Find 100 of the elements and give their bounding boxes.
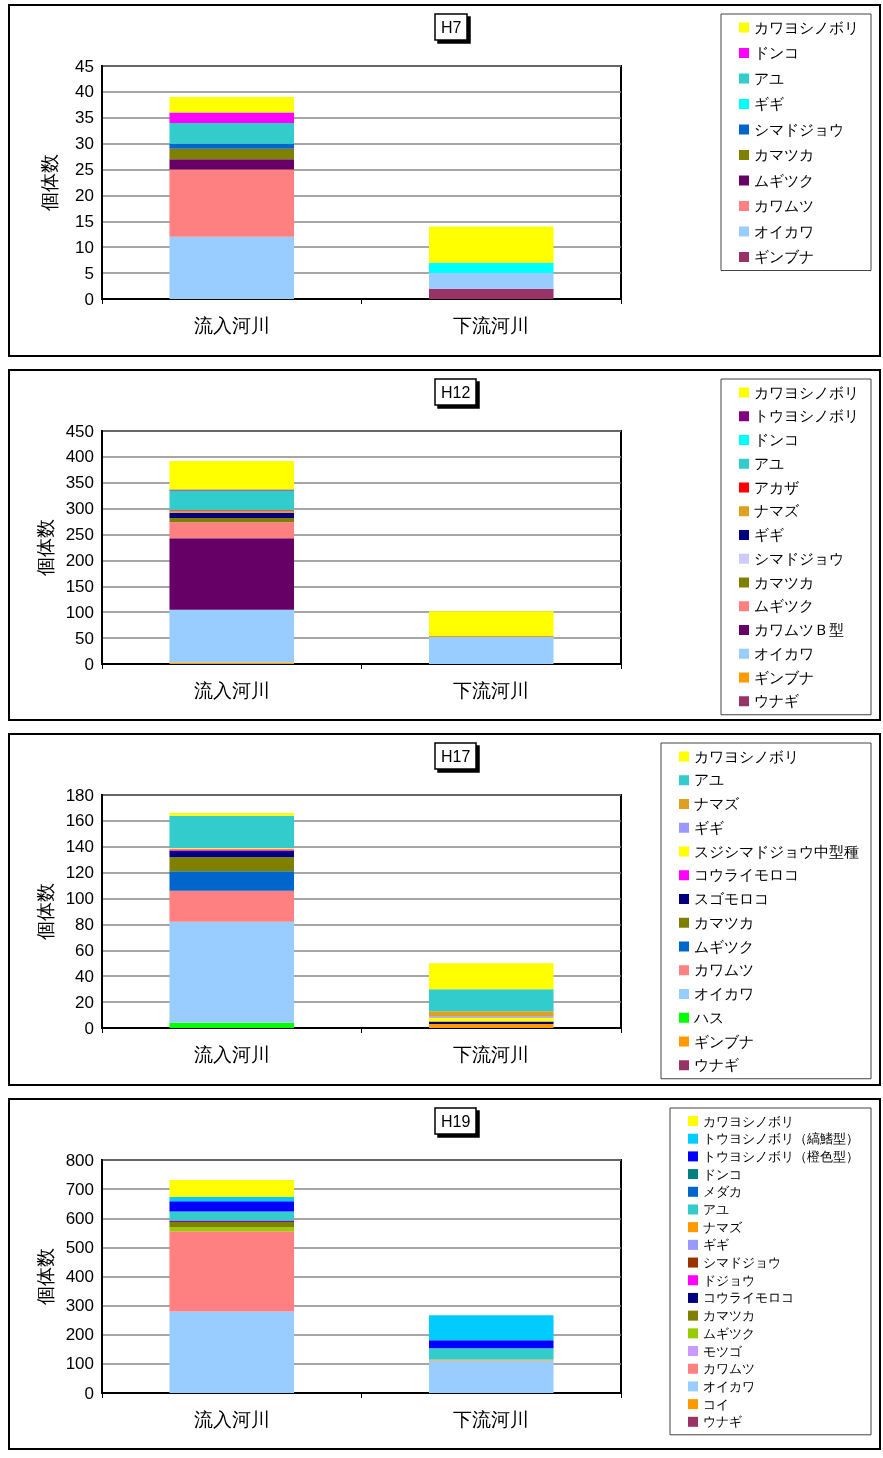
chart-title: H19 xyxy=(441,1112,471,1129)
legend-label: ギギ xyxy=(754,95,784,113)
legend-label: ギンブナ xyxy=(694,1032,754,1051)
y-tick-label: 5 xyxy=(84,263,94,283)
legend-label: コイ xyxy=(703,1396,729,1412)
legend-label: モツゴ xyxy=(703,1343,743,1359)
legend-label: カワヨシノボリ xyxy=(754,18,859,37)
legend-label: ドンコ xyxy=(703,1166,742,1182)
x-tick-label: 流入河川 xyxy=(193,1042,270,1065)
y-tick-label: 80 xyxy=(75,914,94,934)
legend-label: ギンブナ xyxy=(754,248,814,266)
legend-label: カワヨシノボリ xyxy=(703,1113,794,1128)
legend-label: アユ xyxy=(703,1201,729,1217)
y-tick-label: 100 xyxy=(65,1353,94,1373)
y-tick-label: 100 xyxy=(65,602,94,622)
legend-label: ウナギ xyxy=(694,1056,739,1075)
legend-label: ドンコ xyxy=(754,430,799,449)
legend-label: シマドジョウ xyxy=(703,1254,781,1270)
legend-label: アカザ xyxy=(754,478,799,496)
legend-label: ナマズ xyxy=(694,795,740,813)
chart-title: H17 xyxy=(441,747,471,765)
legend-label: カワムツＢ型 xyxy=(754,620,844,639)
y-tick-label: 40 xyxy=(75,966,94,986)
legend-label: アユ xyxy=(754,69,784,88)
legend-label: メダカ xyxy=(703,1183,742,1199)
legend-label: ムギツク xyxy=(754,171,814,190)
y-tick-label: 450 xyxy=(65,421,94,440)
legend-label: オイカワ xyxy=(754,222,814,241)
y-tick-label: 20 xyxy=(75,992,94,1012)
y-tick-label: 150 xyxy=(65,576,94,596)
y-tick-label: 60 xyxy=(75,940,94,960)
legend-label: スゴモロコ xyxy=(694,890,769,908)
y-tick-label: 120 xyxy=(65,863,94,883)
legend-label: トウヨシノボリ xyxy=(754,406,859,425)
y-tick-label: 0 xyxy=(84,1018,94,1038)
x-tick-label: 下流河川 xyxy=(453,678,530,700)
legend-label: カワムツ xyxy=(703,1360,755,1376)
legend-label: オイカワ xyxy=(754,644,814,663)
legend-label: ムギツク xyxy=(754,596,814,615)
legend-label: シマドジョウ xyxy=(754,120,844,139)
y-tick-label: 0 xyxy=(84,1383,94,1402)
y-tick-label: 180 xyxy=(65,785,94,805)
legend-label: ウナギ xyxy=(754,691,799,710)
y-tick-label: 700 xyxy=(65,1179,94,1199)
legend-label: ナマズ xyxy=(703,1219,743,1235)
y-tick-label: 300 xyxy=(65,1295,94,1315)
y-tick-label: 45 xyxy=(75,56,94,76)
legend-label: ムギツク xyxy=(703,1325,755,1341)
y-tick-label: 200 xyxy=(65,1324,94,1344)
legend-label: ギンブナ xyxy=(754,668,814,686)
legend-label: オイカワ xyxy=(703,1378,755,1394)
legend-label: トウヨシノボリ（縞鰭型） xyxy=(703,1130,859,1146)
legend-label: シマドジョウ xyxy=(754,549,844,568)
y-tick-label: 350 xyxy=(65,472,94,492)
y-tick-label: 0 xyxy=(84,654,94,673)
y-tick-label: 250 xyxy=(65,524,94,544)
legend-label: カマツカ xyxy=(694,913,754,932)
y-axis-title: 個体数 xyxy=(34,1247,57,1305)
y-tick-label: 300 xyxy=(65,498,94,518)
legend-label: アユ xyxy=(694,771,724,790)
y-tick-label: 160 xyxy=(65,811,94,831)
legend-label: カワヨシノボリ xyxy=(694,747,799,766)
y-tick-label: 20 xyxy=(75,185,94,205)
legend-label: コウライモロコ xyxy=(694,866,799,885)
legend-label: カワムツ xyxy=(694,961,754,980)
legend-label: コウライモロコ xyxy=(703,1289,794,1305)
x-tick-label: 下流河川 xyxy=(453,313,530,336)
legend-label: ドンコ xyxy=(754,44,799,62)
legend-label: ナマズ xyxy=(754,501,800,520)
legend-label: ムギツク xyxy=(694,937,754,956)
y-tick-label: 140 xyxy=(65,837,94,857)
legend-label: ウナギ xyxy=(703,1413,742,1429)
x-tick-label: 下流河川 xyxy=(453,1407,530,1429)
legend-label: オイカワ xyxy=(694,985,754,1003)
chart-title: H12 xyxy=(441,383,471,400)
y-tick-label: 15 xyxy=(75,211,94,231)
legend-label: ギギ xyxy=(703,1236,729,1252)
legend-label: ギギ xyxy=(694,818,724,837)
y-tick-label: 0 xyxy=(84,289,94,309)
legend-label: ギギ xyxy=(754,525,784,544)
legend-label: スジシマドジョウ中型種 xyxy=(694,842,859,861)
legend-label: カワムツ xyxy=(754,197,814,215)
y-tick-label: 35 xyxy=(75,108,94,128)
legend-label: トウヨシノボリ（橙色型） xyxy=(703,1148,859,1164)
chart-title: H7 xyxy=(441,18,462,36)
y-tick-label: 50 xyxy=(75,628,94,648)
y-tick-label: 200 xyxy=(65,550,94,570)
y-axis-title: 個体数 xyxy=(34,883,57,940)
legend-label: カマツカ xyxy=(754,573,814,591)
y-tick-label: 800 xyxy=(65,1150,94,1169)
y-tick-label: 500 xyxy=(65,1237,94,1257)
legend-label: アユ xyxy=(754,454,784,473)
y-tick-label: 600 xyxy=(65,1208,94,1228)
legend-label: カワヨシノボリ xyxy=(754,383,859,401)
legend-label: カマツカ xyxy=(703,1307,755,1323)
x-tick-label: 流入河川 xyxy=(193,678,270,700)
y-tick-label: 10 xyxy=(75,237,94,257)
y-tick-label: 400 xyxy=(65,446,94,466)
legend-label: カマツカ xyxy=(754,146,814,164)
legend-label: ドジョウ xyxy=(703,1272,755,1288)
